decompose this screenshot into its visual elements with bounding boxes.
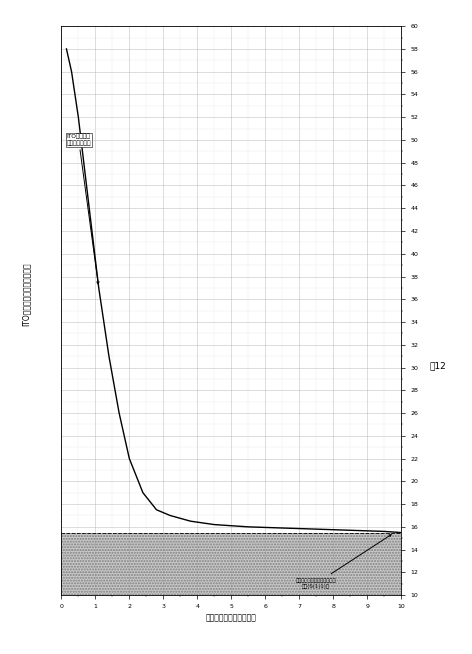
X-axis label: 粒径（ナノ粒子の直径）: 粒径（ナノ粒子の直径） [206, 613, 257, 623]
Text: ITO薄膜への
ナノ粒子数密度: ITO薄膜への ナノ粒子数密度 [67, 134, 99, 284]
Text: 図12: 図12 [430, 362, 446, 371]
Text: 粒径の大きいナノ粒子の堆積
密度(S(1)1)超: 粒径の大きいナノ粒子の堆積 密度(S(1)1)超 [296, 535, 391, 589]
Text: ITO薄膜へのナノ粒子数密度: ITO薄膜へのナノ粒子数密度 [21, 262, 31, 326]
